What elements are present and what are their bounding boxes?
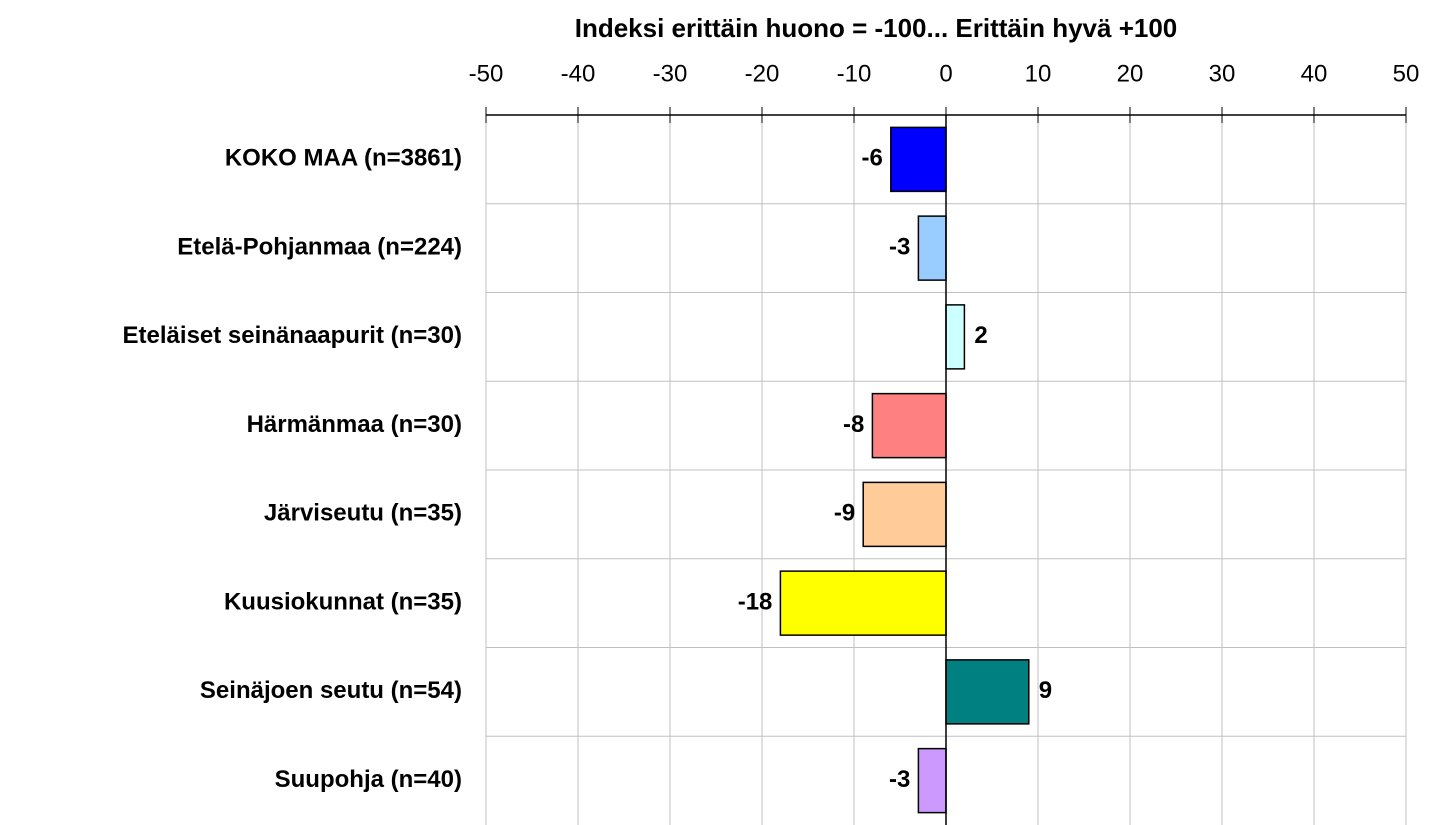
- axis-title: Indeksi erittäin huono = -100... Erittäi…: [575, 13, 1178, 43]
- bar: [779, 570, 947, 636]
- bar: [945, 304, 966, 370]
- x-tick-label: 50: [1393, 60, 1420, 87]
- y-tick-label: Seinäjoen seutu (n=54): [200, 677, 462, 704]
- x-tick-label: 20: [1117, 60, 1144, 87]
- value-label: 2: [974, 322, 987, 349]
- bar: [890, 126, 947, 193]
- x-tick-label: -40: [561, 60, 596, 87]
- y-tick-label: Etelä-Pohjanmaa (n=224): [177, 233, 462, 260]
- x-tick-label: 10: [1025, 60, 1052, 87]
- y-tick-label: Järviseutu (n=35): [264, 500, 462, 527]
- bar: [917, 215, 947, 281]
- value-label: -9: [834, 500, 855, 527]
- y-tick-label: Eteläiset seinänaapurit (n=30): [123, 322, 462, 349]
- x-tick-label: -50: [469, 60, 504, 87]
- x-tick-label: 40: [1301, 60, 1328, 87]
- value-label: -8: [843, 411, 864, 438]
- y-tick-label: KOKO MAA (n=3861): [225, 145, 462, 172]
- bar: [917, 747, 947, 814]
- x-tick-label: 30: [1209, 60, 1236, 87]
- y-tick-label: Härmänmaa (n=30): [247, 411, 462, 438]
- value-label: -3: [889, 233, 910, 260]
- value-label: -18: [738, 588, 773, 615]
- x-tick-label: -20: [745, 60, 780, 87]
- value-label: 9: [1039, 677, 1052, 704]
- y-tick-label: Suupohja (n=40): [275, 766, 462, 793]
- bar: [862, 481, 947, 548]
- x-tick-label: 0: [939, 60, 952, 87]
- value-label: -6: [861, 145, 882, 172]
- y-tick-label: Kuusiokunnat (n=35): [224, 588, 462, 615]
- x-tick-label: -10: [837, 60, 872, 87]
- bar: [945, 659, 1030, 725]
- bar: [871, 392, 947, 459]
- value-label: -3: [889, 766, 910, 793]
- x-tick-label: -30: [653, 60, 688, 87]
